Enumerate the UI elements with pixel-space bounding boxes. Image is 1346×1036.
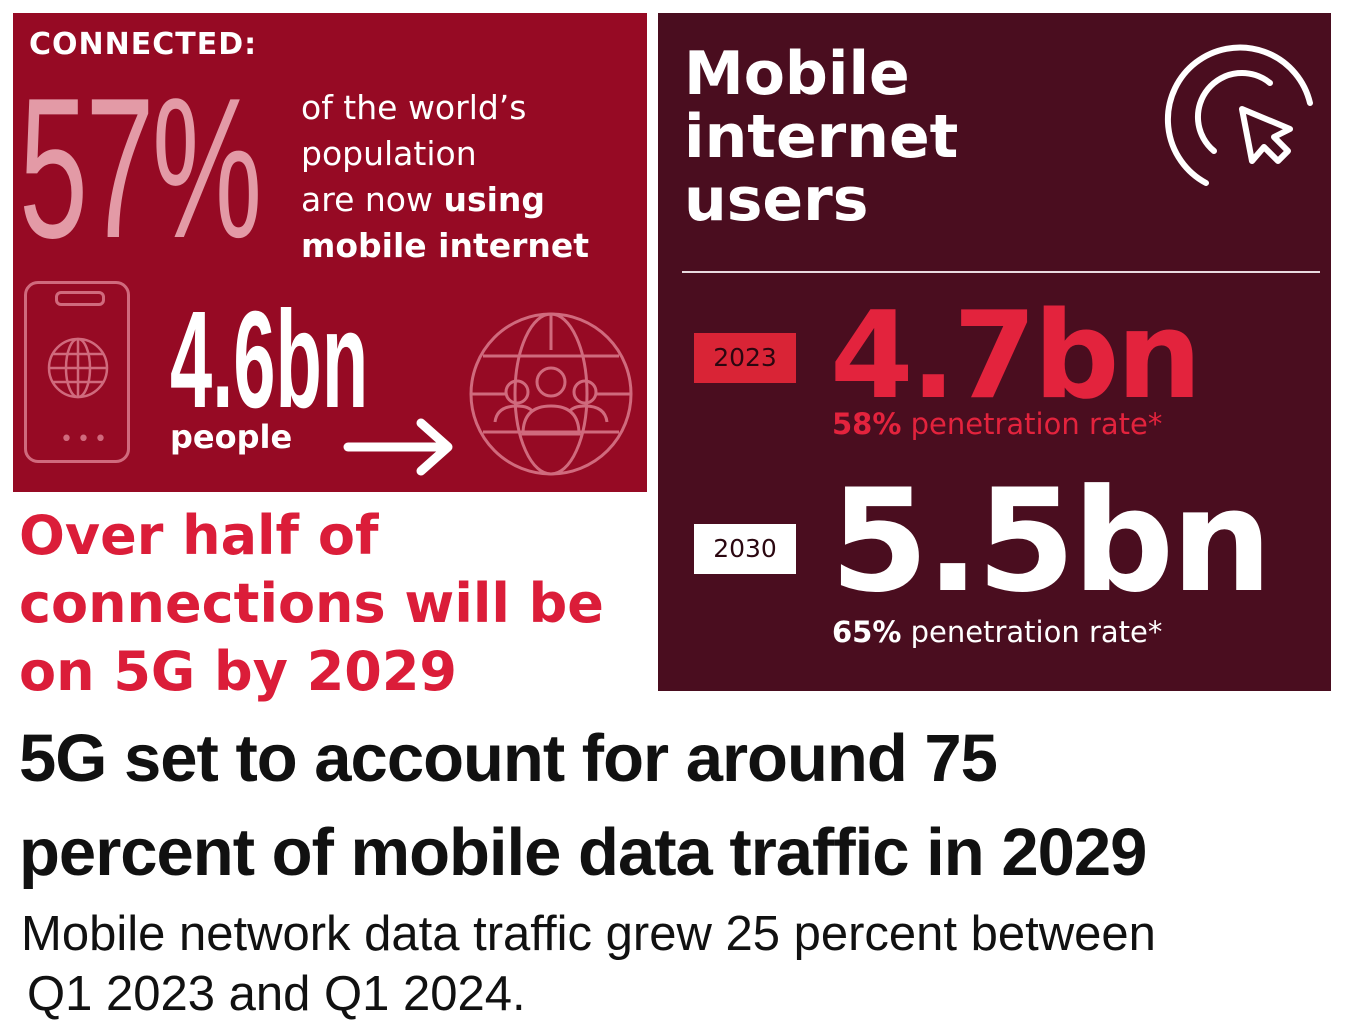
- description-line-4: mobile internet: [301, 223, 589, 269]
- users-value-2030: 5.5bn: [830, 459, 1272, 624]
- rate-2023-text: penetration rate*: [901, 407, 1163, 441]
- mobile-users-title: Mobile internet users: [684, 43, 958, 232]
- red-headline-line-1: Over half of: [19, 504, 379, 567]
- penetration-rate-2030: 65% penetration rate*: [832, 615, 1162, 649]
- globe-icon: [47, 337, 109, 399]
- description-line-4-bold: mobile internet: [301, 226, 590, 265]
- connected-panel: CONNECTED: 57% of the world’s population…: [13, 13, 647, 492]
- percentage-description: of the world’s population are now using …: [301, 85, 589, 269]
- connected-label: CONNECTED:: [29, 27, 258, 62]
- big-percentage: 57%: [19, 57, 262, 280]
- red-headline-line-2: connections will be: [19, 572, 604, 635]
- people-count: 4.6bn: [170, 283, 369, 437]
- subtext-line-1: Mobile network data traffic grew 25 perc…: [21, 907, 1156, 961]
- penetration-rate-2023: 58% penetration rate*: [832, 407, 1162, 441]
- mobile-users-panel: Mobile internet users 2023 4.7bn 58% pen…: [658, 13, 1331, 691]
- description-line-3: are now using: [301, 177, 589, 223]
- 5g-traffic-headline: 5G set to account for around 75 percent …: [19, 712, 1339, 900]
- red-headline-line-3: on 5G by 2029: [19, 640, 457, 703]
- users-value-2023: 4.7bn: [830, 287, 1202, 426]
- rate-2030-bold: 65%: [832, 615, 902, 649]
- phone-icon: •••: [24, 281, 130, 463]
- description-line-3-bold: using: [443, 180, 546, 219]
- title-line-1: Mobile: [684, 39, 910, 109]
- title-line-2: internet: [684, 102, 959, 172]
- year-badge-2023: 2023: [694, 333, 796, 383]
- people-label: people: [170, 418, 293, 456]
- phone-notch: [55, 291, 105, 306]
- arrow-right-icon: [343, 418, 453, 476]
- traffic-growth-subtext: Mobile network data traffic grew 25 perc…: [21, 904, 1321, 1024]
- divider: [682, 271, 1320, 273]
- rate-2030-text: penetration rate*: [901, 615, 1163, 649]
- phone-dots: •••: [60, 427, 111, 452]
- description-line-1: of the world’s: [301, 88, 527, 127]
- rate-2023-bold: 58%: [832, 407, 902, 441]
- cursor-click-icon: [1164, 44, 1313, 186]
- subtext-line-2: Q1 2023 and Q1 2024.: [27, 967, 526, 1021]
- description-line-3-prefix: are now: [301, 180, 444, 219]
- black-headline-line-2: percent of mobile data traffic in 2029: [19, 815, 1147, 890]
- title-line-3: users: [684, 165, 869, 235]
- year-badge-2030: 2030: [694, 524, 796, 574]
- globe-people-icon: [469, 312, 633, 476]
- black-headline-line-1: 5G set to account for around 75: [19, 721, 998, 796]
- description-line-2: population: [301, 134, 477, 173]
- 5g-connections-headline: Over half of connections will be on 5G b…: [19, 502, 649, 706]
